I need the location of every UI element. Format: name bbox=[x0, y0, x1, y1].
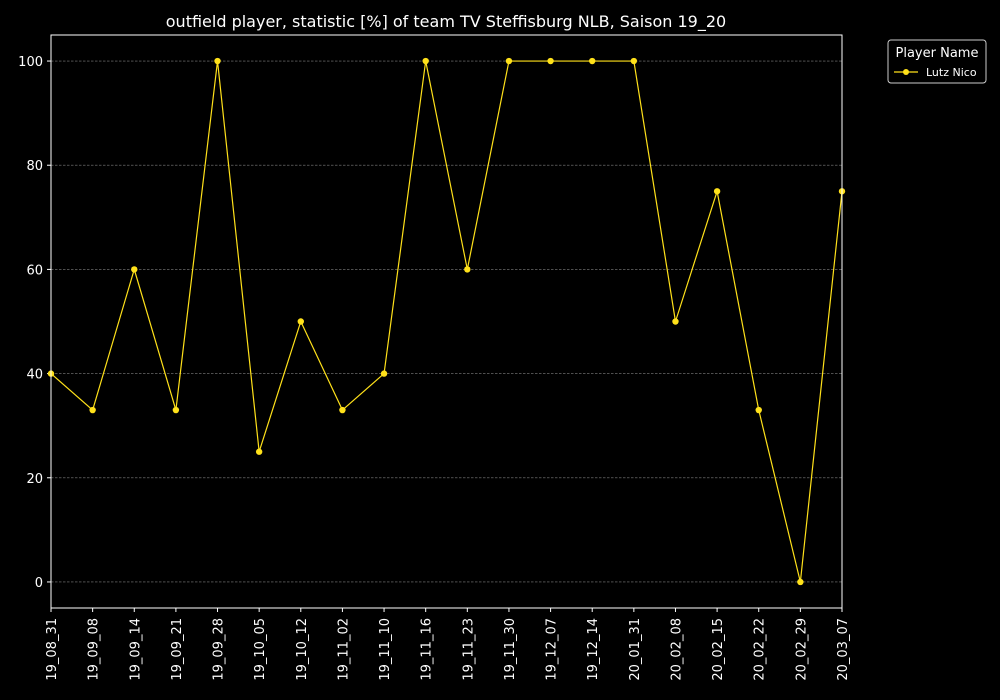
x-tick-label: 19_09_14 bbox=[128, 618, 143, 681]
legend-title: Player Name bbox=[896, 46, 979, 61]
data-point bbox=[422, 57, 429, 65]
y-tick-label: 0 bbox=[35, 576, 43, 591]
x-tick-label: 20_02_29 bbox=[794, 618, 809, 681]
x-tick-label: 19_10_05 bbox=[253, 618, 268, 681]
x-tick-label: 19_08_31 bbox=[45, 618, 60, 681]
data-point bbox=[630, 57, 638, 65]
data-point bbox=[131, 266, 138, 273]
x-tick-label: 19_09_28 bbox=[212, 618, 227, 681]
x-tick-label: 19_12_14 bbox=[586, 618, 601, 681]
x-tick-label: 19_10_12 bbox=[295, 618, 310, 681]
data-point bbox=[547, 57, 554, 65]
data-point bbox=[172, 406, 180, 414]
x-tick-label: 20_01_31 bbox=[628, 618, 643, 681]
data-point bbox=[339, 406, 346, 414]
x-tick-label: 19_09_21 bbox=[170, 618, 185, 681]
data-point bbox=[380, 370, 388, 377]
chart-title: outfield player, statistic [%] of team T… bbox=[166, 12, 726, 32]
x-tick-label: 20_02_08 bbox=[669, 618, 684, 681]
data-point bbox=[755, 406, 762, 414]
data-point bbox=[297, 318, 304, 325]
data-point bbox=[89, 406, 96, 414]
x-tick-label: 19_09_08 bbox=[87, 618, 102, 681]
data-point bbox=[464, 266, 471, 273]
x-axis: 19_08_31 19_09_08 19_09_14 19_09_21 19_09_28… bbox=[45, 608, 851, 681]
x-tick-label: 19_11_10 bbox=[378, 618, 393, 681]
x-tick-label: 19_12_07 bbox=[545, 618, 560, 681]
plot-frame bbox=[50, 34, 843, 609]
grid-lines bbox=[51, 60, 842, 583]
data-point bbox=[713, 188, 721, 195]
legend: Player Name Lutz Nico bbox=[887, 39, 987, 84]
series-group bbox=[47, 57, 846, 586]
x-tick-label: 20_02_22 bbox=[753, 618, 768, 681]
data-point bbox=[214, 57, 221, 65]
data-point bbox=[505, 57, 513, 65]
series-line-0 bbox=[50, 60, 843, 583]
legend-point-marker bbox=[903, 69, 909, 75]
x-tick-label: 19_11_16 bbox=[420, 618, 435, 681]
legend-label-lutz-nico: Lutz Nico bbox=[926, 66, 977, 79]
data-point bbox=[672, 318, 679, 325]
data-point bbox=[589, 57, 596, 65]
y-tick-label: 80 bbox=[26, 159, 43, 174]
x-tick-label: 20_02_15 bbox=[711, 618, 726, 681]
data-point bbox=[797, 578, 804, 586]
x-tick-label: 20_03_07 bbox=[836, 618, 851, 681]
y-tick-label: 100 bbox=[18, 55, 43, 70]
x-tick-label: 19_11_23 bbox=[461, 618, 476, 681]
x-tick-label: 19_11_02 bbox=[336, 618, 351, 681]
data-point bbox=[255, 448, 263, 455]
y-tick-label: 60 bbox=[26, 263, 43, 278]
y-axis: 0 20 40 60 80 100 bbox=[18, 55, 51, 591]
x-tick-label: 19_11_30 bbox=[503, 618, 518, 681]
y-tick-label: 20 bbox=[26, 472, 43, 487]
y-tick-label: 40 bbox=[26, 368, 43, 383]
